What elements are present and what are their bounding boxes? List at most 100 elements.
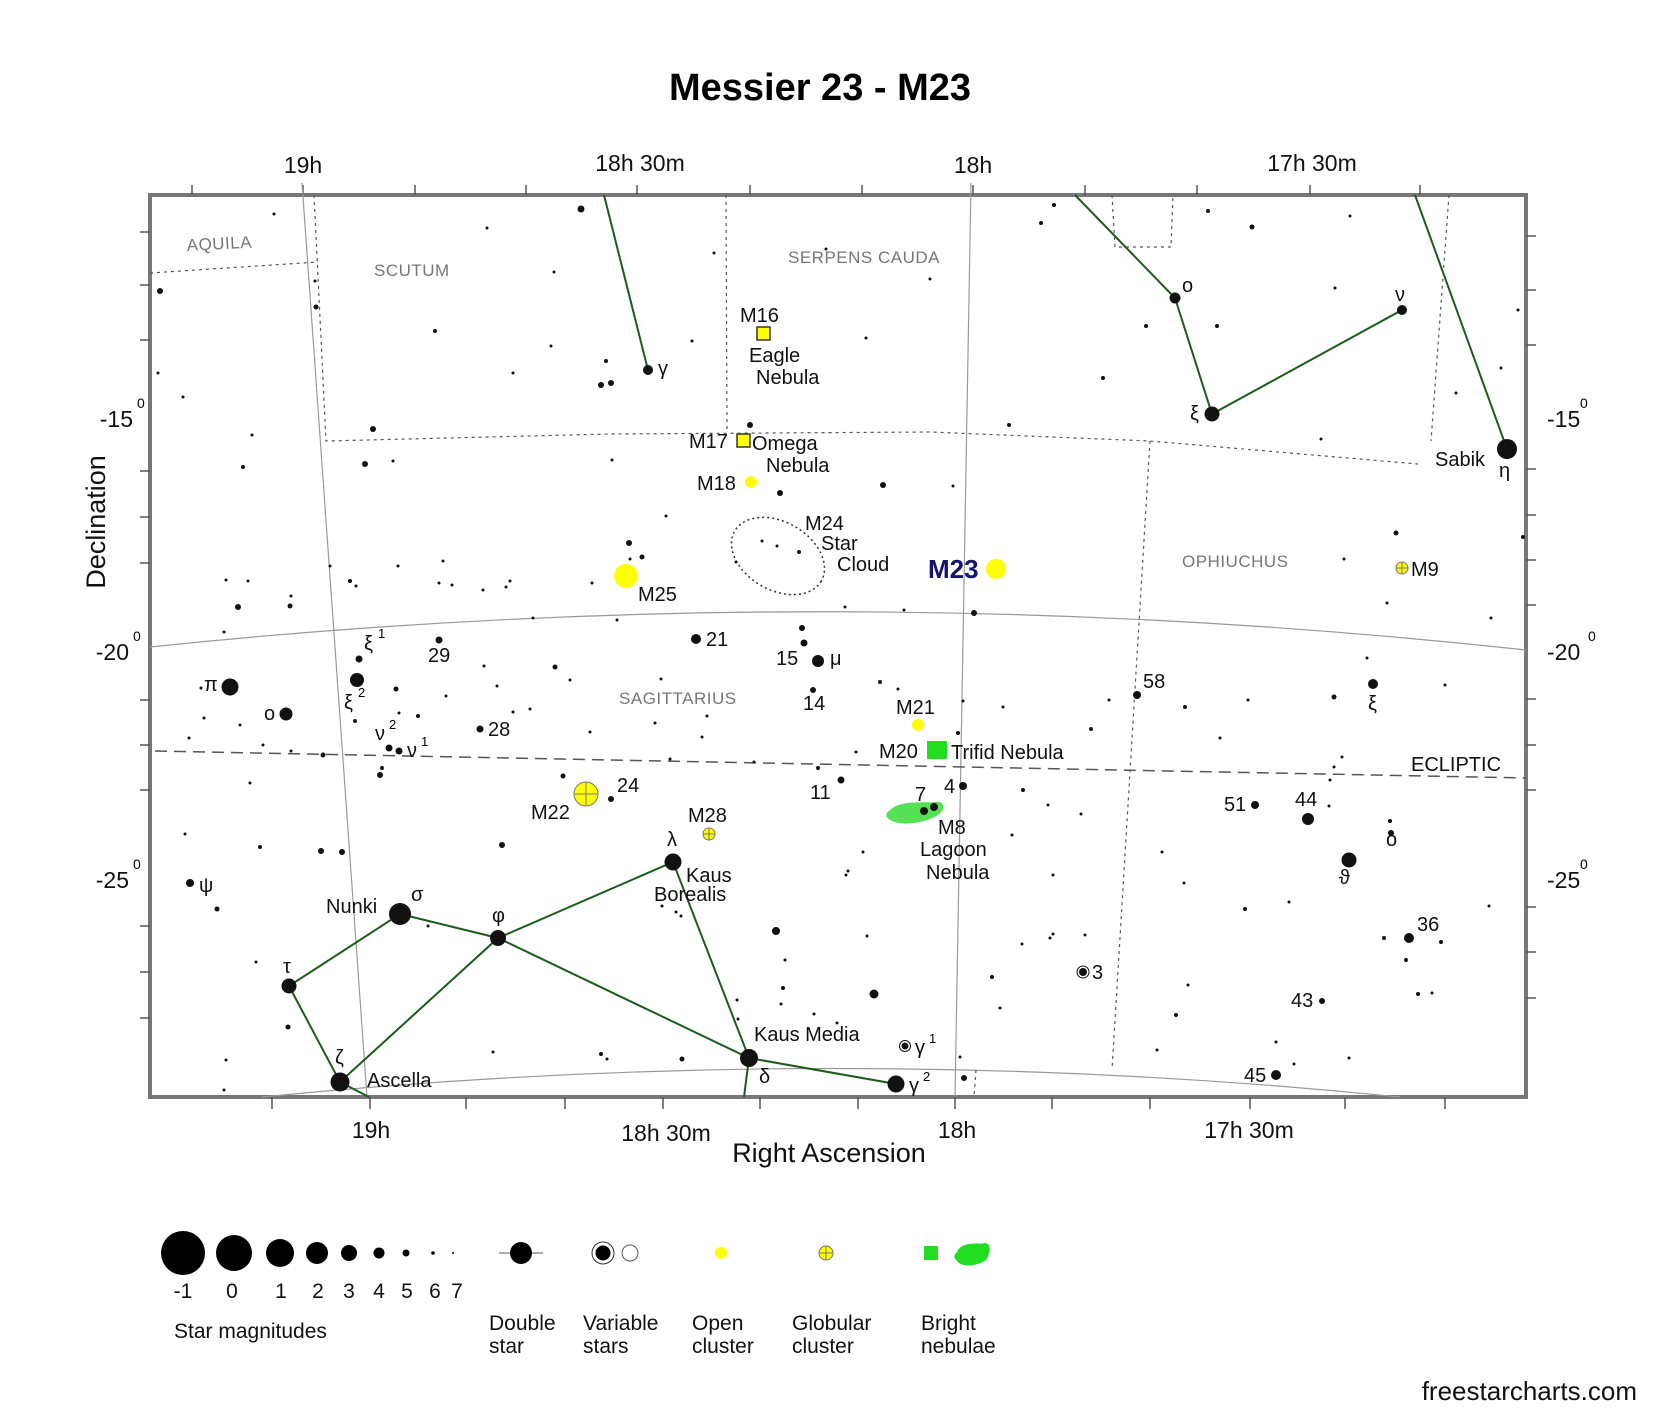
m22-label: M22 — [531, 802, 570, 824]
xi1-label: ξ — [364, 633, 373, 655]
ra-bottom-19h: 19h — [352, 1117, 390, 1143]
legend-mag-1: 1 — [275, 1280, 287, 1303]
ra-gridlines — [301, 182, 972, 1098]
n24-label: 24 — [617, 775, 639, 797]
dec-left-20-deg: 0 — [133, 628, 141, 644]
legend-nebulae-line2: nebulae — [921, 1335, 996, 1358]
n58-label: 58 — [1143, 671, 1165, 693]
constellation-serpens-cauda: SERPENS CAUDA — [788, 248, 940, 267]
named-stars — [186, 292, 1517, 1093]
legend-mag-4: 4 — [373, 1280, 385, 1303]
gamma1-sup: 1 — [929, 1031, 936, 1046]
m16-name-line2: Nebula — [756, 367, 820, 389]
dec-gridlines — [149, 611, 1527, 1098]
ecliptic-label: ECLIPTIC — [1411, 754, 1501, 776]
legend-globular-line2: cluster — [792, 1335, 854, 1358]
m18-marker — [745, 476, 757, 488]
kaus-media-label: Kaus Media — [754, 1024, 860, 1046]
legend-mag-0: 0 — [226, 1280, 238, 1303]
m17-marker — [736, 433, 751, 448]
legend-variable-star-icon — [591, 1241, 615, 1265]
dec-left-15-deg: 0 — [137, 395, 145, 411]
n36-label: 36 — [1417, 914, 1439, 936]
frame-ticks — [140, 185, 1536, 1109]
dec-right-15: -15 — [1547, 406, 1580, 432]
m20-marker — [927, 741, 947, 759]
n21-label: 21 — [706, 629, 728, 651]
m17-name-line1: Omega — [752, 433, 818, 455]
dec-left-20: -20 — [96, 639, 129, 665]
constellation-sagittarius: SAGITTARIUS — [619, 689, 737, 708]
dec-left-25: -25 — [96, 867, 129, 893]
plot-frame — [148, 193, 1528, 1099]
m20-name: Trifid Nebula — [951, 742, 1065, 764]
ra-top-17h30m: 17h 30m — [1267, 150, 1357, 176]
n29-label: 29 — [428, 645, 450, 667]
m17-name-line2: Nebula — [766, 455, 830, 477]
n4-label: 4 — [944, 776, 955, 798]
legend-mag-3: 3 — [343, 1280, 355, 1303]
legend-open-line2: cluster — [692, 1335, 754, 1358]
m28-label: M28 — [688, 805, 727, 827]
chart-title: Messier 23 - M23 — [669, 67, 971, 109]
theta-label: ϑ — [1339, 867, 1350, 889]
dec-left-15: -15 — [100, 406, 133, 432]
constellation-ophiuchus: OPHIUCHUS — [1182, 552, 1289, 571]
n44-label: 44 — [1295, 789, 1317, 811]
dec-right-20-deg: 0 — [1588, 628, 1596, 644]
mu-label: μ — [830, 648, 842, 670]
pi-label: π — [204, 674, 218, 696]
legend-variable-line1: Variable — [583, 1312, 659, 1335]
dec-left-25-deg: 0 — [133, 856, 141, 872]
ascella-label: Ascella — [367, 1070, 432, 1092]
legend-nebula-shape-icon — [954, 1243, 990, 1266]
gamma2-sup: 2 — [923, 1069, 930, 1084]
m25-marker — [614, 564, 638, 588]
kaus-borealis-line1: Kaus — [686, 865, 732, 887]
xi2-sup: 2 — [358, 685, 365, 700]
zeta-label: ζ — [335, 1047, 344, 1069]
dec-right-25-deg: 0 — [1580, 856, 1588, 872]
legend-globular-line1: Globular — [792, 1312, 871, 1335]
xi2-label: ξ — [344, 692, 353, 714]
m17-label: M17 — [689, 431, 728, 453]
o-sgr-label: o — [264, 703, 275, 725]
lambda-label: λ — [667, 829, 677, 851]
n28-label: 28 — [488, 719, 510, 741]
n3-label: 3 — [1092, 962, 1103, 984]
eta-label: η — [1499, 460, 1510, 482]
m24-star-cloud-outline — [730, 516, 826, 596]
star-labels: γ ο ν ξ Sabik η ξ 1 29 21 15 μ π ξ 2 o 1… — [199, 275, 1510, 1097]
m25-label: M25 — [638, 584, 677, 606]
legend-double-star-icon — [510, 1242, 532, 1264]
m24-name-line2: Cloud — [837, 554, 889, 576]
legend-double-line2: star — [489, 1335, 524, 1358]
variable-star-rings — [899, 965, 1090, 1052]
credit-text: freestarcharts.com — [1422, 1376, 1637, 1406]
y-axis-label: Declination — [81, 455, 111, 589]
legend-nebulae-line1: Bright — [921, 1312, 976, 1335]
nunki-label: Nunki — [326, 896, 377, 918]
gamma-sct-label: γ — [658, 358, 668, 380]
dec-right-15-deg: 0 — [1580, 395, 1588, 411]
n51-label: 51 — [1224, 794, 1246, 816]
legend-open-cluster-icon — [715, 1247, 727, 1259]
constellation-aquila: AQUILA — [186, 233, 252, 255]
m21-label: M21 — [896, 697, 935, 719]
ra-top-18h: 18h — [954, 152, 992, 178]
legend-mag-2: 2 — [312, 1280, 324, 1303]
ra-bottom-17h30m: 17h 30m — [1204, 1117, 1294, 1143]
n7-label: 7 — [915, 784, 926, 806]
deep-sky-labels: M16 Eagle Nebula M17 Omega Nebula M18 M2… — [531, 305, 1439, 884]
lagoon-nebula-shape — [886, 801, 944, 824]
nu2-sup: 2 — [389, 717, 396, 732]
gamma1-label: γ — [915, 1037, 925, 1059]
ecliptic-line — [154, 750, 1527, 779]
ra-top-18h30m: 18h 30m — [595, 150, 685, 176]
nu-ser-label: ν — [1395, 284, 1405, 306]
phi-label: φ — [492, 905, 505, 927]
m23-label: M23 — [928, 554, 979, 584]
m23-marker — [986, 559, 1006, 579]
nu1-label: ν — [407, 740, 417, 762]
n11-label: 11 — [810, 782, 831, 804]
